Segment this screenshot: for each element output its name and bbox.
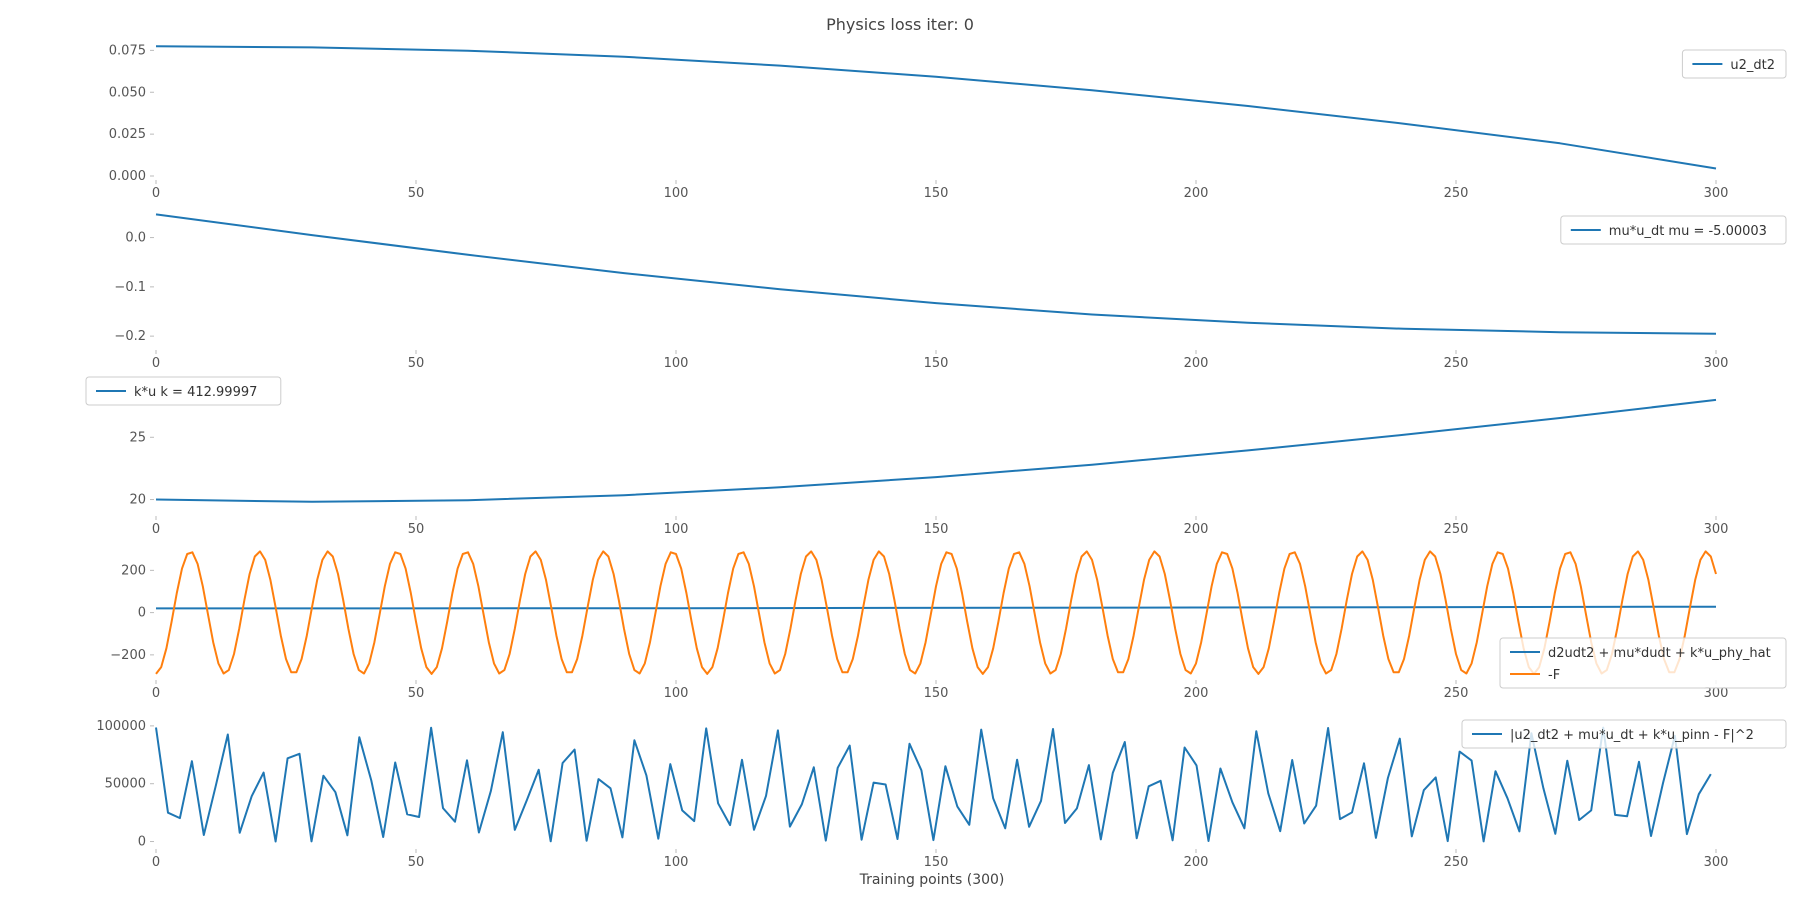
x-tick-label: 200: [1184, 855, 1209, 870]
x-tick-label: 50: [408, 855, 425, 870]
subplot-5: 0 50000 100000 0 50 100 150 200 250 300 |u2_dt2 + …: [96, 719, 1787, 870]
legend-box: [1560, 215, 1787, 245]
x-tick-label: 0: [152, 522, 160, 537]
x-tick-label: 300: [1704, 356, 1729, 371]
legend: k*u k = 412.99997: [85, 376, 282, 406]
subplot-1: 0.000 0.025 0.050 0.075 0 50 100 150 200 250 300 u2…: [109, 43, 1787, 201]
series-line-5-1: [155, 726, 1712, 843]
x-tick-label: 100: [664, 522, 689, 537]
series-line-2-1: [155, 213, 1717, 335]
x-tick-label: 100: [664, 686, 689, 701]
y-tick-label: −0.1: [114, 280, 146, 295]
x-tick-label: 150: [924, 186, 949, 201]
legend-box: [1499, 637, 1787, 689]
legend-label: |u2_dt2 + mu*u_dt + k*u_pinn - F|^2: [1510, 728, 1754, 743]
legend-label: -F: [1548, 668, 1560, 683]
series-line-4-2: [155, 550, 1717, 675]
x-tick-label: 100: [664, 356, 689, 371]
series-line-4-1: [155, 605, 1717, 610]
x-tick-label: 50: [408, 186, 425, 201]
legend-box: [1461, 719, 1787, 749]
y-tick-label: 0.050: [109, 85, 146, 100]
y-tick-label: 200: [121, 563, 146, 578]
y-tick-label: −0.2: [114, 329, 146, 344]
x-tick-label: 150: [924, 686, 949, 701]
x-tick-label: 0: [152, 186, 160, 201]
legend-label: d2udt2 + mu*dudt + k*u_phy_hat: [1548, 646, 1771, 661]
x-tick-label: 200: [1184, 686, 1209, 701]
y-tick-label: 25: [129, 430, 146, 445]
x-tick-label: 250: [1444, 186, 1469, 201]
y-tick-label: 0.075: [109, 43, 146, 58]
x-tick-label: 0: [152, 356, 160, 371]
x-tick-label: 100: [664, 186, 689, 201]
legend-box: [1681, 49, 1787, 79]
x-tick-label: 150: [924, 522, 949, 537]
x-tick-label: 150: [924, 356, 949, 371]
legend: mu*u_dt mu = -5.00003: [1560, 215, 1787, 245]
x-tick-label: 300: [1704, 855, 1729, 870]
legend-box: [85, 376, 282, 406]
legend-label: u2_dt2: [1730, 58, 1775, 73]
series-line-3-1: [155, 398, 1717, 503]
x-tick-label: 200: [1184, 522, 1209, 537]
x-tick-label: 250: [1444, 686, 1469, 701]
x-tick-label: 50: [408, 686, 425, 701]
x-tick-label: 250: [1444, 522, 1469, 537]
x-tick-label: 300: [1704, 186, 1729, 201]
x-tick-label: 200: [1184, 186, 1209, 201]
legend: d2udt2 + mu*dudt + k*u_phy_hat -F: [1499, 637, 1787, 689]
y-tick-label: 0.000: [109, 169, 146, 184]
subplot-2: −0.2 −0.1 0.0 0 50 100 150 200 250 300 mu*u_dt mu …: [114, 213, 1787, 371]
legend: |u2_dt2 + mu*u_dt + k*u_pinn - F|^2: [1461, 719, 1787, 749]
x-tick-label: 250: [1444, 855, 1469, 870]
x-tick-label: 300: [1704, 522, 1729, 537]
series-line-1-1: [155, 45, 1717, 170]
x-tick-label: 50: [408, 356, 425, 371]
y-tick-label: 0: [138, 606, 146, 621]
y-tick-label: 20: [129, 493, 146, 508]
figure-title: Physics loss iter: 0: [826, 15, 974, 34]
legend-label: mu*u_dt mu = -5.00003: [1609, 224, 1767, 239]
y-tick-label: 0: [138, 835, 146, 850]
x-tick-label: 50: [408, 522, 425, 537]
x-tick-label: 200: [1184, 356, 1209, 371]
x-tick-label: 0: [152, 855, 160, 870]
y-tick-label: −200: [110, 648, 146, 663]
legend: u2_dt2: [1681, 49, 1787, 79]
x-tick-label: 0: [152, 686, 160, 701]
x-axis-label: Training points (300): [859, 872, 1005, 888]
x-tick-label: 100: [664, 855, 689, 870]
x-tick-label: 250: [1444, 356, 1469, 371]
y-tick-label: 0.0: [125, 231, 146, 246]
legend-label: k*u k = 412.99997: [134, 385, 257, 400]
y-tick-label: 0.025: [109, 127, 146, 142]
x-tick-label: 300: [1704, 686, 1729, 701]
x-tick-label: 150: [924, 855, 949, 870]
y-tick-label: 100000: [96, 719, 146, 734]
y-tick-label: 50000: [105, 777, 146, 792]
